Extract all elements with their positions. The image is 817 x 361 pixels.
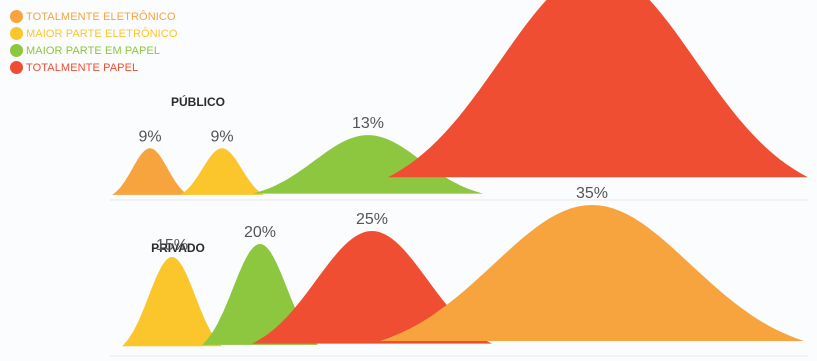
legend-swatch xyxy=(10,44,23,57)
legend-swatch xyxy=(10,61,23,74)
panel-label: PRIVADO xyxy=(151,241,205,255)
legend-swatch xyxy=(10,10,23,23)
data-label: 35% xyxy=(576,185,608,202)
legend-label: TOTALMENTE PAPEL xyxy=(26,61,139,74)
data-label: 20% xyxy=(244,224,276,241)
data-label: 25% xyxy=(356,211,388,228)
legend-item: MAIOR PARTE EM PAPEL xyxy=(10,42,178,59)
legend-item: TOTALMENTE ELETRÔNICO xyxy=(10,8,178,25)
legend-label: MAIOR PARTE EM PAPEL xyxy=(26,44,161,57)
legend-item: MAIOR PARTE ELETRÔNICO xyxy=(10,25,178,42)
area-mark xyxy=(388,0,808,178)
area-mark xyxy=(112,148,188,195)
area-mark xyxy=(180,148,264,195)
panel-label: PÚBLICO xyxy=(171,94,225,109)
data-label: 15% xyxy=(156,237,188,254)
data-label: 9% xyxy=(138,128,161,145)
legend-label: MAIOR PARTE ELETRÔNICO xyxy=(26,27,178,40)
legend: TOTALMENTE ELETRÔNICO MAIOR PARTE ELETRÔ… xyxy=(10,8,178,76)
data-label: 13% xyxy=(352,115,384,132)
area-mark xyxy=(380,205,804,341)
legend-item: TOTALMENTE PAPEL xyxy=(10,59,178,76)
area-mark xyxy=(122,257,222,347)
legend-swatch xyxy=(10,27,23,40)
data-label: 9% xyxy=(210,128,233,145)
area-mark xyxy=(252,231,492,344)
area-mark xyxy=(253,135,483,194)
legend-label: TOTALMENTE ELETRÔNICO xyxy=(26,10,176,23)
